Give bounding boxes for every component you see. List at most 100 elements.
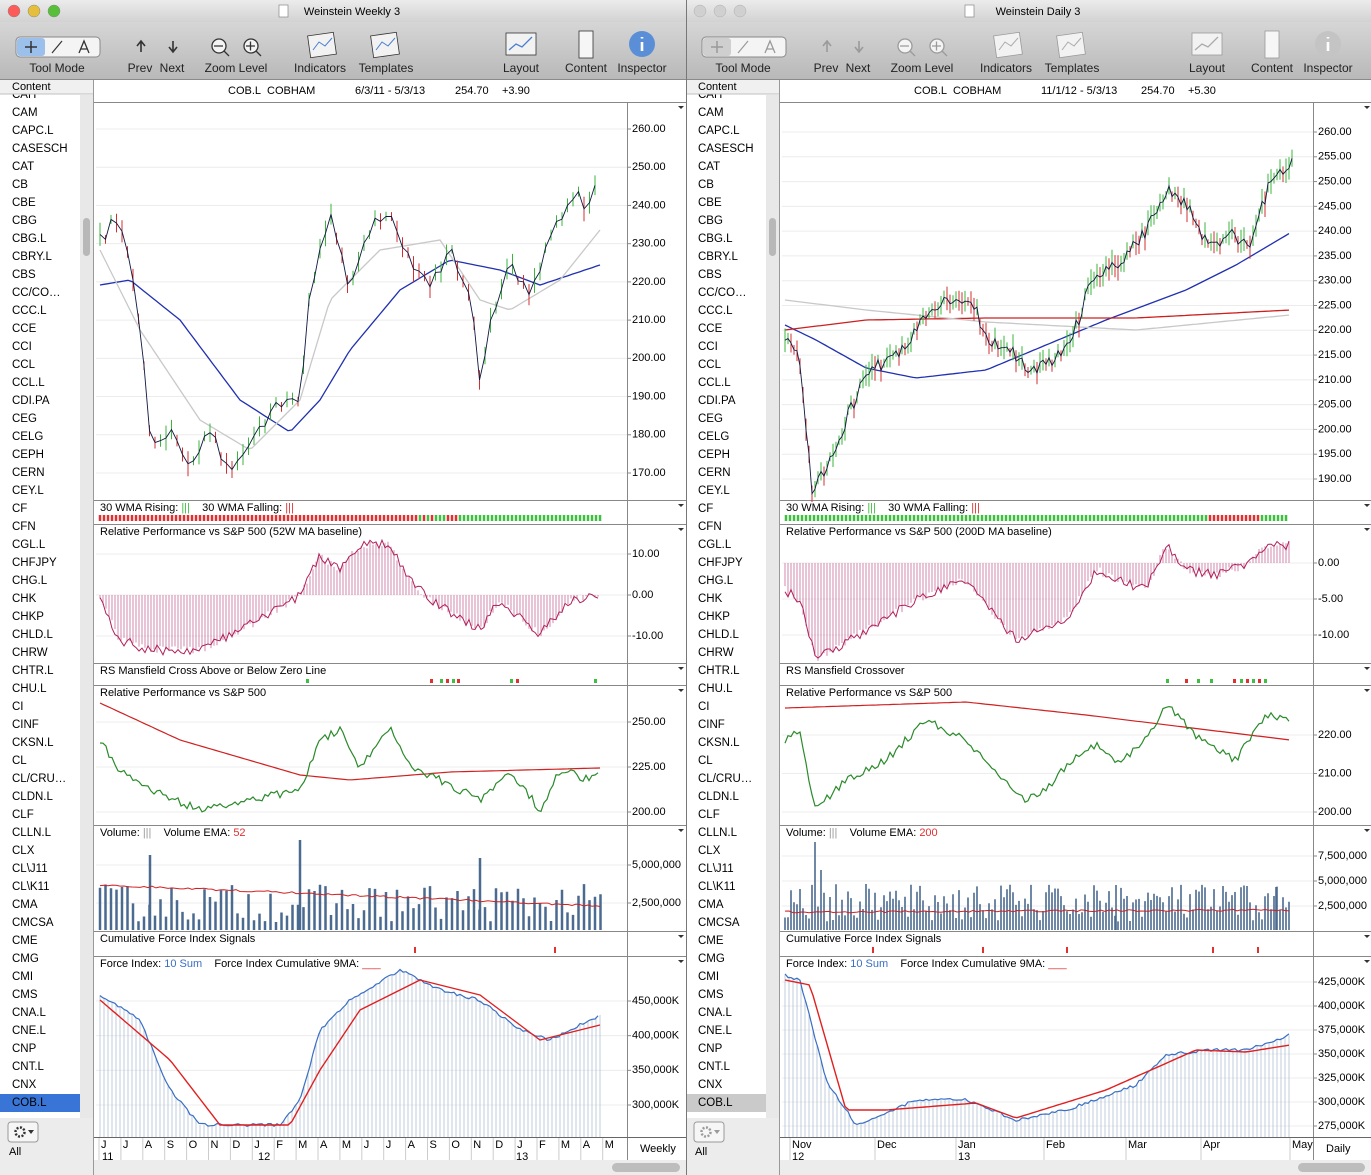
symbol-row[interactable]: CINF (12, 719, 39, 731)
sidebar-scroll-thumb[interactable] (769, 218, 776, 256)
symbol-row[interactable]: COB.L (698, 1097, 733, 1109)
window-button[interactable] (7, 4, 21, 18)
symbol-row[interactable]: CCE (12, 323, 37, 335)
symbol-row[interactable]: CMCSA (12, 917, 54, 929)
next-icon[interactable] (168, 41, 178, 54)
panel-menu[interactable] (678, 829, 684, 832)
gear-button[interactable] (7, 1121, 39, 1143)
window-button[interactable] (47, 4, 61, 18)
panel-menu[interactable] (1364, 689, 1370, 692)
symbol-row[interactable]: CBG.L (698, 233, 733, 245)
symbol-row[interactable]: CNA.L (698, 1007, 732, 1019)
symbol-row[interactable]: CHKP (698, 611, 730, 623)
panel-menu[interactable] (1364, 504, 1370, 507)
symbol-row[interactable]: CNE.L (12, 1025, 46, 1037)
panel-menu[interactable] (1364, 960, 1370, 963)
symbol-row[interactable]: CMS (12, 989, 38, 1001)
window-button[interactable] (693, 4, 707, 18)
symbol-row[interactable]: CLX (12, 845, 35, 857)
prev-icon[interactable] (136, 39, 146, 52)
symbol-row[interactable]: CB (698, 179, 714, 191)
content-icon[interactable] (578, 30, 594, 59)
templates-icon[interactable] (370, 31, 400, 59)
symbol-row[interactable]: CBG (12, 215, 37, 227)
symbol-row[interactable]: CHG.L (698, 575, 734, 587)
sidebar-scroll-thumb[interactable] (83, 218, 90, 256)
window-button[interactable] (27, 4, 41, 18)
symbol-row[interactable]: CCC.L (12, 305, 47, 317)
symbol-row[interactable]: CNX (12, 1079, 37, 1091)
symbol-row[interactable]: CDI.PA (698, 395, 736, 407)
symbol-row[interactable]: CHRW (698, 647, 734, 659)
symbol-row[interactable]: CHTR.L (698, 665, 740, 677)
symbol-row[interactable]: CCL.L (12, 377, 45, 389)
symbol-row[interactable]: CAM (698, 107, 724, 119)
symbol-row[interactable]: CL/CRU… (698, 773, 752, 785)
content-icon[interactable] (1264, 30, 1280, 59)
symbol-row[interactable]: CLDN.L (698, 791, 740, 803)
symbol-row[interactable]: CLF (12, 809, 34, 821)
symbol-row[interactable]: CLLN.L (12, 827, 52, 839)
gear-button[interactable] (693, 1121, 725, 1143)
panel-menu[interactable] (678, 106, 684, 109)
symbol-row[interactable]: CL\J11 (698, 863, 734, 875)
period-label[interactable]: Daily (1326, 1143, 1351, 1155)
symbol-row[interactable]: CMG (12, 953, 39, 965)
symbol-row[interactable]: CFN (698, 521, 722, 533)
symbol-row[interactable]: CAT (698, 161, 720, 173)
panel-menu[interactable] (1364, 106, 1370, 109)
symbol-row[interactable]: CDI.PA (12, 395, 50, 407)
symbol-row[interactable]: CCC.L (698, 305, 733, 317)
symbol-row[interactable]: CME (698, 935, 724, 947)
symbol-row[interactable]: CERN (698, 467, 731, 479)
symbol-row[interactable]: CFN (12, 521, 36, 533)
templates-icon[interactable] (1056, 31, 1086, 59)
symbol-row[interactable]: CNE.L (698, 1025, 732, 1037)
window-button[interactable] (713, 4, 727, 18)
symbol-row[interactable]: CHK (698, 593, 723, 605)
symbol-row[interactable]: CINF (698, 719, 725, 731)
symbol-row[interactable]: CCE (698, 323, 723, 335)
symbol-row[interactable]: CNT.L (698, 1061, 731, 1073)
symbol-row[interactable]: CL (12, 755, 27, 767)
symbol-row[interactable]: CGL.L (698, 539, 732, 551)
symbol-row[interactable]: CEY.L (12, 485, 44, 497)
symbol-row[interactable]: CGL.L (12, 539, 46, 551)
symbol-row[interactable]: CI (12, 701, 24, 713)
symbol-row[interactable]: CELG (698, 431, 729, 443)
symbol-row[interactable]: CHTR.L (12, 665, 54, 677)
symbol-row[interactable]: CHRW (12, 647, 48, 659)
symbol-row[interactable]: COB.L (12, 1097, 47, 1109)
symbol-row[interactable]: CCL.L (698, 377, 731, 389)
symbol-row[interactable]: CELG (12, 431, 43, 443)
panel-menu[interactable] (1364, 829, 1370, 832)
panel-menu[interactable] (678, 935, 684, 938)
symbol-row[interactable]: CCI (698, 341, 718, 353)
indicators-icon[interactable] (307, 31, 337, 59)
symbol-row[interactable]: CBRY.L (698, 251, 738, 263)
symbol-row[interactable]: CNX (698, 1079, 723, 1091)
panel-menu[interactable] (1364, 935, 1370, 938)
symbol-row[interactable]: CCI (12, 341, 32, 353)
symbol-row[interactable]: CAPC.L (12, 125, 54, 137)
symbol-row[interactable]: CBRY.L (12, 251, 52, 263)
symbol-row[interactable]: CHG.L (12, 575, 48, 587)
symbol-row[interactable]: CNA.L (12, 1007, 46, 1019)
window-button[interactable] (733, 4, 747, 18)
symbol-row[interactable]: CLF (698, 809, 720, 821)
symbol-row[interactable]: CBE (12, 197, 36, 209)
layout-icon[interactable] (1191, 32, 1223, 56)
symbol-row[interactable]: CHK (12, 593, 37, 605)
symbol-row[interactable]: CMS (698, 989, 724, 1001)
symbol-row[interactable]: CNT.L (12, 1061, 45, 1073)
symbol-row[interactable]: CHU.L (12, 683, 47, 695)
symbol-row[interactable]: CBS (12, 269, 36, 281)
symbol-row[interactable]: CHKP (12, 611, 44, 623)
symbol-row[interactable]: CLDN.L (12, 791, 54, 803)
symbol-row[interactable]: CEY.L (698, 485, 730, 497)
sidebar-footer-label[interactable]: All (9, 1146, 21, 1158)
symbol-row[interactable]: CAM (12, 107, 38, 119)
symbol-row[interactable]: CEG (698, 413, 723, 425)
symbol-row[interactable]: CMI (12, 971, 33, 983)
symbol-row[interactable]: CLX (698, 845, 721, 857)
